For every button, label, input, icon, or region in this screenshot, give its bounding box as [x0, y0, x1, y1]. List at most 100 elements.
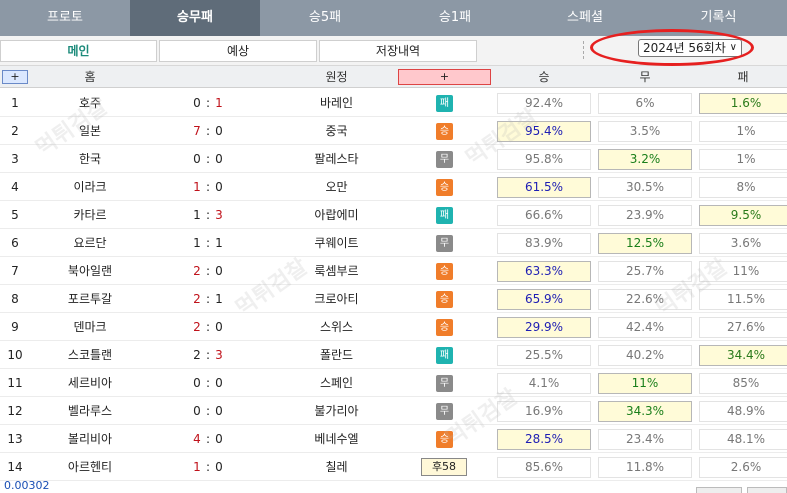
win-rate-cell[interactable]: 29.9%	[497, 317, 591, 338]
lose-rate-cell[interactable]: 27.6%	[699, 317, 787, 338]
tab-special[interactable]: 스페셜	[567, 10, 603, 25]
tab-record[interactable]: 기록식	[700, 10, 737, 25]
table-row[interactable]: 13 볼리비아 4:0 베네수엘 승 28.5% 23.4% 48.1%	[0, 425, 787, 453]
score: 4:0	[168, 425, 248, 453]
score-separator: :	[205, 236, 211, 250]
draw-rate-cell[interactable]: 6%	[598, 93, 692, 114]
win-rate-cell[interactable]: 25.5%	[497, 345, 591, 366]
home-score: 1	[193, 180, 201, 194]
draw-rate-cell[interactable]: 3.5%	[598, 121, 692, 142]
table-row[interactable]: 7 북아일랜 2:0 룩셈부르 승 63.3% 25.7% 11%	[0, 257, 787, 285]
lose-rate-cell[interactable]: 3.6%	[699, 233, 787, 254]
away-score: 0	[215, 460, 223, 474]
result-badge: 패	[436, 95, 453, 112]
win-rate-cell[interactable]: 4.1%	[497, 373, 591, 394]
table-row[interactable]: 1 호주 0:1 바레인 패 92.4% 6% 1.6%	[0, 89, 787, 117]
table-header: + 홈 원정 + 승 무 패	[0, 66, 787, 88]
lose-rate-cell[interactable]: 1.6%	[699, 93, 787, 114]
draw-rate-cell[interactable]: 22.6%	[598, 289, 692, 310]
score-separator: :	[205, 432, 211, 446]
win-rate-cell[interactable]: 95.4%	[497, 121, 591, 142]
table-row[interactable]: 2 일본 7:0 중국 승 95.4% 3.5% 1%	[0, 117, 787, 145]
lose-rate-cell[interactable]: 34.4%	[699, 345, 787, 366]
expand-all-button[interactable]: +	[2, 70, 28, 84]
win-rate-cell[interactable]: 92.4%	[497, 93, 591, 114]
draw-rate-cell[interactable]: 11%	[598, 373, 692, 394]
win-rate-cell[interactable]: 16.9%	[497, 401, 591, 422]
away-score: 0	[215, 432, 223, 446]
draw-rate-cell[interactable]: 12.5%	[598, 233, 692, 254]
home-score: 1	[193, 236, 201, 250]
home-score: 1	[193, 460, 201, 474]
table-row[interactable]: 9 덴마크 2:0 스위스 승 29.9% 42.4% 27.6%	[0, 313, 787, 341]
header-lose: 패	[737, 70, 749, 84]
home-score: 4	[193, 432, 201, 446]
away-score: 0	[215, 124, 223, 138]
table-row[interactable]: 3 한국 0:0 팔레스타 무 95.8% 3.2% 1%	[0, 145, 787, 173]
tab-win-draw-lose[interactable]: 승무패	[130, 0, 260, 36]
score-separator: :	[205, 292, 211, 306]
home-score: 2	[193, 348, 201, 362]
draw-rate-cell[interactable]: 23.4%	[598, 429, 692, 450]
lose-rate-cell[interactable]: 48.1%	[699, 429, 787, 450]
draw-rate-cell[interactable]: 23.9%	[598, 205, 692, 226]
win-rate-cell[interactable]: 66.6%	[497, 205, 591, 226]
win-rate-cell[interactable]: 61.5%	[497, 177, 591, 198]
table-row[interactable]: 11 세르비아 0:0 스페인 무 4.1% 11% 85%	[0, 369, 787, 397]
draw-rate-cell[interactable]: 11.8%	[598, 457, 692, 478]
score-separator: :	[205, 376, 211, 390]
draw-rate-cell[interactable]: 42.4%	[598, 317, 692, 338]
draw-rate-cell[interactable]: 25.7%	[598, 261, 692, 282]
lose-rate-cell[interactable]: 85%	[699, 373, 787, 394]
tab-win5-lose[interactable]: 승5패	[308, 10, 342, 25]
win-rate-cell[interactable]: 83.9%	[497, 233, 591, 254]
lose-rate-cell[interactable]: 48.9%	[699, 401, 787, 422]
table-row[interactable]: 5 카타르 1:3 아랍에미 패 66.6% 23.9% 9.5%	[0, 201, 787, 229]
lose-rate-cell[interactable]: 11.5%	[699, 289, 787, 310]
table-row[interactable]: 10 스코틀랜 2:3 폴란드 패 25.5% 40.2% 34.4%	[0, 341, 787, 369]
home-team: 스코틀랜	[67, 348, 113, 362]
table-row[interactable]: 8 포르투갈 2:1 크로아티 승 65.9% 22.6% 11.5%	[0, 285, 787, 313]
win-rate-cell[interactable]: 95.8%	[497, 149, 591, 170]
table-row[interactable]: 4 이라크 1:0 오만 승 61.5% 30.5% 8%	[0, 173, 787, 201]
footer-button-left[interactable]	[696, 487, 742, 493]
away-score: 1	[215, 96, 223, 110]
chevron-down-icon: ∨	[729, 42, 737, 53]
subtab-main[interactable]: 메인	[0, 40, 157, 62]
lose-rate-cell[interactable]: 8%	[699, 177, 787, 198]
home-score: 2	[193, 320, 201, 334]
result-special-badge[interactable]: 후58	[421, 458, 467, 476]
table-row[interactable]: 14 아르헨티 1:0 칠레 후58 85.6% 11.8% 2.6%	[0, 453, 787, 481]
add-column-button[interactable]: +	[398, 69, 491, 85]
win-rate-cell[interactable]: 63.3%	[497, 261, 591, 282]
win-rate-cell[interactable]: 65.9%	[497, 289, 591, 310]
table-row[interactable]: 12 벨라루스 0:0 불가리아 무 16.9% 34.3% 48.9%	[0, 397, 787, 425]
lose-rate-cell[interactable]: 1%	[699, 149, 787, 170]
round-select[interactable]: 2024년 56회차 ∨	[638, 39, 742, 57]
table-row[interactable]: 6 요르단 1:1 쿠웨이트 무 83.9% 12.5% 3.6%	[0, 229, 787, 257]
lose-rate-cell[interactable]: 11%	[699, 261, 787, 282]
subtab-prediction[interactable]: 예상	[159, 40, 317, 62]
tab-proto[interactable]: 프로토	[47, 10, 83, 25]
score: 1:0	[168, 453, 248, 481]
draw-rate-cell[interactable]: 30.5%	[598, 177, 692, 198]
lose-rate-cell[interactable]: 2.6%	[699, 457, 787, 478]
win-rate-cell[interactable]: 28.5%	[497, 429, 591, 450]
match-number: 9	[11, 320, 19, 334]
subtab-saved-history[interactable]: 저장내역	[319, 40, 477, 62]
divider	[583, 41, 584, 59]
home-score: 7	[193, 124, 201, 138]
draw-rate-cell[interactable]: 34.3%	[598, 401, 692, 422]
match-number: 11	[7, 376, 23, 390]
lose-rate-cell[interactable]: 1%	[699, 121, 787, 142]
tab-win1-lose[interactable]: 승1패	[438, 10, 472, 25]
lose-rate-cell[interactable]: 9.5%	[699, 205, 787, 226]
footer-button-right[interactable]	[747, 487, 787, 493]
draw-rate-cell[interactable]: 40.2%	[598, 345, 692, 366]
away-score: 0	[215, 180, 223, 194]
home-team: 북아일랜	[67, 264, 113, 278]
match-number: 8	[11, 292, 19, 306]
draw-rate-cell[interactable]: 3.2%	[598, 149, 692, 170]
win-rate-cell[interactable]: 85.6%	[497, 457, 591, 478]
header-win: 승	[538, 70, 550, 84]
